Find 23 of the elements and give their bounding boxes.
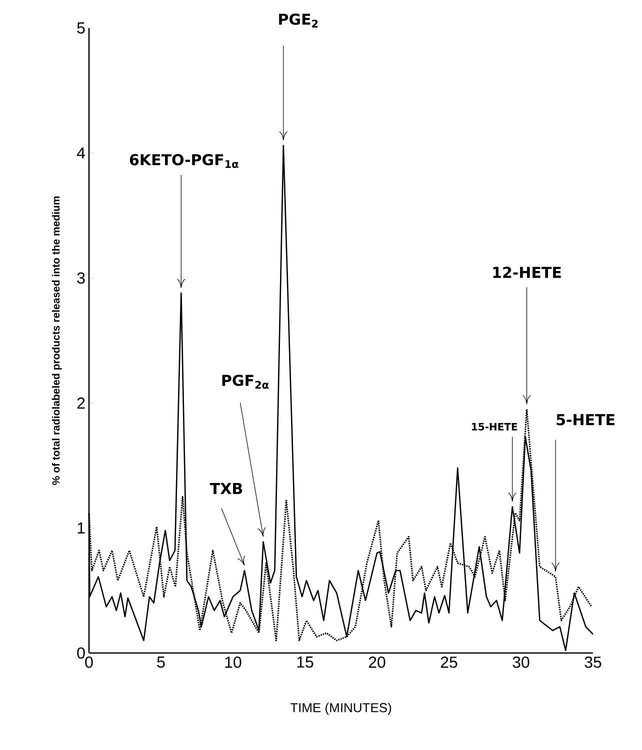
annotation: TXB [210, 483, 242, 494]
y-axis-title: % of total radiolabeled products released into the medium [52, 196, 62, 485]
x-tick-label: 25 [440, 656, 458, 668]
x-tick-label: 35 [584, 656, 602, 668]
annotation: 15-HETE [472, 423, 518, 430]
y-tick-label: 4 [76, 147, 85, 159]
x-tick-label: 30 [512, 656, 530, 668]
x-tick-label: 20 [368, 656, 386, 668]
y-tick-label: 3 [77, 272, 85, 284]
annotation: PGF$_{2α}$ [222, 374, 269, 389]
annotation: 6KETO-PGF$_{1α}$ [130, 154, 238, 168]
x-axis-title: TIME (MINUTES) [290, 702, 392, 715]
y-tick-label: 0 [77, 647, 85, 659]
annotation: PGE$_{2}$ [279, 14, 318, 28]
annotation: 5-HETE [556, 414, 614, 426]
y-tick-label: 1 [78, 522, 85, 534]
y-tick-label: 2 [77, 397, 85, 409]
annotation: 12-HETE [493, 266, 561, 278]
x-tick-label: 10 [225, 656, 242, 668]
x-tick-label: 5 [157, 656, 165, 668]
x-tick-label: 15 [297, 656, 314, 668]
y-tick-label: 5 [77, 22, 85, 34]
x-tick-label: 0 [85, 656, 93, 668]
